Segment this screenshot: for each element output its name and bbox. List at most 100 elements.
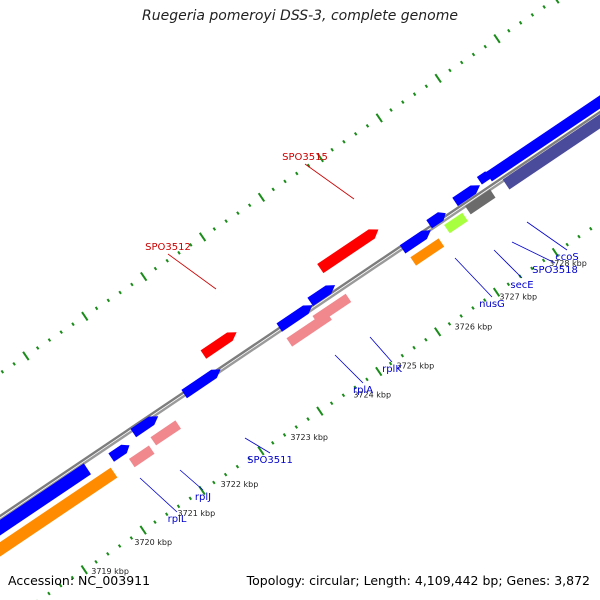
cds-feature — [0, 463, 91, 536]
outer-tick — [12, 361, 16, 366]
outer-tick — [118, 290, 122, 295]
gene-label: rplA — [353, 385, 373, 396]
outer-tick — [59, 330, 63, 334]
cds-feature — [108, 444, 130, 462]
genome-summary-text: Topology: circular; Length: 4,109,442 bp… — [246, 573, 590, 588]
gene-label-leader — [369, 336, 393, 363]
inner-tick — [471, 306, 475, 310]
gene-label: SPO3511 — [247, 455, 293, 466]
gene-label: secE — [510, 280, 533, 291]
gene-label-leader — [179, 469, 204, 491]
gene-label: rplL — [168, 514, 187, 525]
inner-tick-ring — [36, 226, 593, 600]
inner-tick — [329, 401, 334, 406]
inner-tick — [306, 417, 310, 421]
inner-tick — [106, 552, 110, 556]
outer-tick — [47, 338, 52, 342]
green-feature — [444, 212, 468, 234]
outer-tick — [81, 311, 89, 321]
outer-tick — [342, 139, 346, 144]
inner-tick — [530, 266, 534, 271]
slate-feature — [502, 114, 600, 190]
outer-tick — [71, 322, 75, 327]
cds-feature — [307, 285, 336, 306]
inner-tick — [565, 242, 569, 247]
inner-tick — [153, 520, 157, 525]
outer-tick — [283, 179, 287, 184]
gene-label-leader — [167, 253, 217, 290]
outer-tick — [412, 92, 417, 97]
outer-tick — [365, 124, 370, 128]
inner-tick — [70, 575, 75, 580]
outer-tick — [177, 250, 181, 255]
gene-label: ccoS — [555, 252, 578, 263]
inner-tick — [447, 322, 452, 326]
inner-tick — [400, 353, 405, 358]
feature-track — [0, 95, 600, 557]
outer-tick — [165, 258, 169, 263]
outer-tick — [22, 351, 30, 361]
inner-tick — [257, 446, 265, 456]
inner-tick — [212, 480, 216, 485]
inner-tick — [577, 234, 581, 239]
inner-tick — [551, 247, 560, 258]
ribosomal-feature — [150, 420, 181, 446]
scale-label: 3727 kbp — [499, 292, 537, 301]
inner-tick — [316, 406, 324, 416]
inner-tick — [94, 559, 98, 564]
inner-tick — [188, 496, 193, 501]
outer-tick — [424, 84, 429, 89]
outer-tick — [353, 131, 358, 136]
gray-feature — [465, 189, 496, 215]
outer-tick — [130, 282, 134, 287]
outer-tick — [459, 60, 464, 65]
outer-tick — [94, 306, 99, 311]
gene-label: SPO3515 — [282, 152, 328, 163]
outer-tick — [295, 171, 299, 176]
gene-label-leader — [139, 477, 178, 513]
accession-text: Accession: NC_003911 — [8, 573, 151, 588]
outer-tick — [330, 147, 334, 152]
ribosomal-feature — [312, 293, 352, 325]
gene-label: SPO3518 — [532, 265, 578, 276]
outer-tick — [542, 5, 546, 9]
inner-tick — [47, 591, 51, 596]
scale-labels: 3719 kbp 3720 kbp 3721 kbp 3722 kbp 3723 kbp… — [91, 259, 587, 576]
outer-tick — [530, 12, 535, 17]
rrna-feature — [200, 332, 237, 359]
inner-tick — [271, 440, 275, 445]
gene-label-leader — [454, 257, 493, 298]
scale-label: 3722 kbp — [221, 480, 259, 489]
outer-tick — [518, 20, 523, 25]
outer-tick — [389, 108, 393, 112]
outer-tick — [140, 271, 148, 282]
inner-tick — [294, 425, 299, 429]
cds-feature — [276, 305, 313, 332]
inner-tick — [235, 464, 240, 469]
map-title: Ruegeria pomeroyi DSS-3, complete genome — [142, 8, 458, 24]
inner-tick — [492, 287, 501, 297]
inner-tick — [247, 456, 251, 461]
inner-tick — [165, 512, 169, 517]
outer-tick — [483, 44, 487, 49]
outer-tick — [471, 52, 476, 57]
scale-label: 3728 kbp — [549, 259, 587, 268]
outer-tick — [493, 33, 501, 44]
outer-tick — [257, 192, 266, 202]
outer-tick — [507, 28, 511, 33]
outer-tick — [0, 369, 5, 374]
outer-tick — [401, 100, 405, 104]
gene-label-leader — [511, 241, 556, 264]
outer-tick — [35, 346, 40, 350]
outer-tick — [448, 68, 452, 73]
outer-tick — [212, 227, 217, 231]
inner-tick — [341, 393, 346, 398]
orange-feature — [0, 467, 118, 557]
gene-label: rplJ — [195, 492, 211, 503]
outer-tick — [375, 113, 383, 123]
outer-tick — [153, 266, 158, 271]
inner-tick — [58, 583, 63, 588]
inner-tick — [388, 361, 393, 366]
gene-label-leader — [334, 354, 364, 384]
